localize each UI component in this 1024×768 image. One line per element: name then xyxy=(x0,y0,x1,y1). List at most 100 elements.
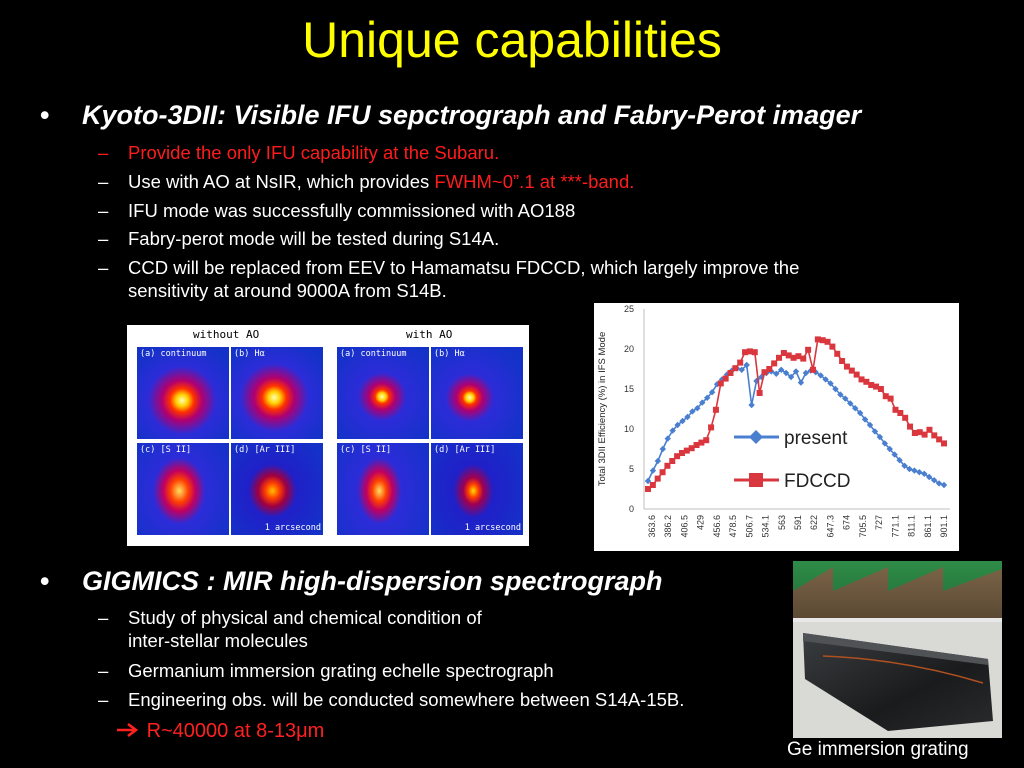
y-tick-label: 5 xyxy=(629,464,634,474)
data-point-fdccd xyxy=(795,353,802,360)
data-point-fdccd xyxy=(645,486,651,492)
data-point-fdccd xyxy=(829,343,836,350)
ifu-tile-halpha-ao: (b) Hα xyxy=(431,347,523,439)
data-point-present xyxy=(679,417,686,425)
sub-item-text: Engineering obs. will be conducted somew… xyxy=(128,689,685,710)
data-point-present xyxy=(886,445,893,453)
data-point-fdccd xyxy=(654,475,661,482)
x-tick-label: 429 xyxy=(696,515,706,530)
data-point-fdccd xyxy=(931,432,938,439)
x-tick-label: 674 xyxy=(842,515,852,530)
arrow-right-icon xyxy=(117,722,139,738)
data-point-fdccd xyxy=(698,439,705,446)
bullet-text: Kyoto-3DII: Visible IFU sepctrograph and… xyxy=(82,100,862,130)
data-point-fdccd xyxy=(712,406,719,413)
y-axis-title: Total 3DII Efficiency (%) in IFS Mode xyxy=(597,332,608,487)
dash: – xyxy=(98,257,109,278)
data-point-present xyxy=(684,413,691,421)
tile-label: (d) [Ar III] xyxy=(234,445,296,455)
data-point-fdccd xyxy=(674,453,681,460)
x-tick-label: 705.5 xyxy=(858,515,868,538)
data-point-present xyxy=(906,465,913,473)
data-point-fdccd xyxy=(882,393,889,400)
data-point-fdccd xyxy=(746,348,753,355)
data-point-fdccd xyxy=(877,386,884,392)
result-text: R~40000 at 8-13μm xyxy=(146,720,325,742)
y-tick-label: 0 xyxy=(629,504,634,514)
x-tick-label: 901.1 xyxy=(939,515,949,538)
ifu-header-without-ao: without AO xyxy=(193,328,260,341)
sub-item-line: inter-stellar molecules xyxy=(128,630,308,651)
legend-label-fdccd: FDCCD xyxy=(784,471,851,492)
y-tick-label: 15 xyxy=(624,384,634,394)
x-tick-label: 622 xyxy=(809,515,819,530)
ifu-tile-ariii: (d) [Ar III] 1 arcsecond xyxy=(231,443,323,535)
dash: – xyxy=(98,689,109,710)
dash: – xyxy=(98,200,109,221)
data-point-fdccd xyxy=(897,410,904,416)
x-tick-label: 386.2 xyxy=(663,515,673,538)
data-point-fdccd xyxy=(732,365,739,372)
data-point-present xyxy=(738,366,745,373)
data-point-fdccd xyxy=(742,349,749,356)
slide-title: Unique capabilities xyxy=(302,12,722,68)
dash: – xyxy=(98,142,109,163)
data-point-fdccd xyxy=(941,440,947,447)
x-tick-label: 811.1 xyxy=(907,515,917,537)
data-point-fdccd xyxy=(873,383,880,390)
photo-caption: Ge immersion grating xyxy=(787,739,969,760)
x-tick-label: 727 xyxy=(874,515,884,530)
data-point-present xyxy=(792,368,800,375)
bullet-marker: • xyxy=(40,566,50,596)
bullet-text: GIGMICS : MIR high-dispersion spectrogra… xyxy=(82,566,663,596)
data-point-present xyxy=(797,379,805,386)
ifu-tile-continuum: (a) continuum xyxy=(137,347,229,439)
data-point-fdccd xyxy=(761,369,768,376)
x-tick-label: 456.6 xyxy=(712,515,722,538)
data-point-present xyxy=(930,477,938,484)
series-line-present xyxy=(647,363,945,486)
data-point-fdccd xyxy=(776,354,783,361)
x-tick-label: 534.1 xyxy=(761,515,771,538)
sub-item-text: Provide the only IFU capability at the S… xyxy=(128,142,500,163)
sub-item-text-highlight: FWHM~0”.1 at ***-band. xyxy=(434,171,635,192)
sub-item-line: Study of physical and chemical condition… xyxy=(128,607,482,628)
data-point-fdccd xyxy=(814,336,821,343)
x-tick-label: 591 xyxy=(793,515,803,530)
data-point-fdccd xyxy=(916,429,923,436)
ifu-tile-sii: (c) [S II] xyxy=(137,443,229,535)
x-tick-label: 563 xyxy=(777,515,787,530)
ifu-header-with-ao: with AO xyxy=(406,328,453,341)
data-point-present xyxy=(832,385,839,393)
data-point-fdccd xyxy=(688,445,695,452)
data-point-present xyxy=(896,457,903,464)
dash: – xyxy=(98,607,109,628)
data-point-present xyxy=(659,445,666,453)
legend-label-present: present xyxy=(784,428,848,449)
data-point-fdccd xyxy=(911,430,918,436)
data-point-present xyxy=(916,469,923,476)
data-point-fdccd xyxy=(936,436,943,443)
bullet-marker: • xyxy=(40,100,50,130)
data-point-fdccd xyxy=(853,371,860,378)
legend-marker-present xyxy=(749,430,763,444)
data-point-fdccd xyxy=(649,482,656,488)
data-point-present xyxy=(649,467,657,474)
data-point-fdccd xyxy=(722,375,729,382)
ge-immersion-grating-photo xyxy=(793,561,1002,738)
data-point-fdccd xyxy=(824,338,831,345)
data-point-present xyxy=(689,408,696,415)
data-point-fdccd xyxy=(756,390,763,396)
ifu-tile-sii-ao: (c) [S II] xyxy=(337,443,429,535)
data-point-fdccd xyxy=(858,376,865,383)
data-point-fdccd xyxy=(683,447,690,454)
data-point-present xyxy=(940,481,948,489)
data-point-present xyxy=(758,373,765,381)
data-point-fdccd xyxy=(659,469,666,476)
data-point-fdccd xyxy=(926,426,933,433)
x-tick-label: 363.6 xyxy=(647,515,657,538)
sub-item-text: Germanium immersion grating echelle spec… xyxy=(128,660,554,681)
data-point-present xyxy=(748,401,755,409)
data-point-fdccd xyxy=(766,366,773,372)
sub-item-line: sensitivity at around 9000A from S14B. xyxy=(128,280,447,301)
